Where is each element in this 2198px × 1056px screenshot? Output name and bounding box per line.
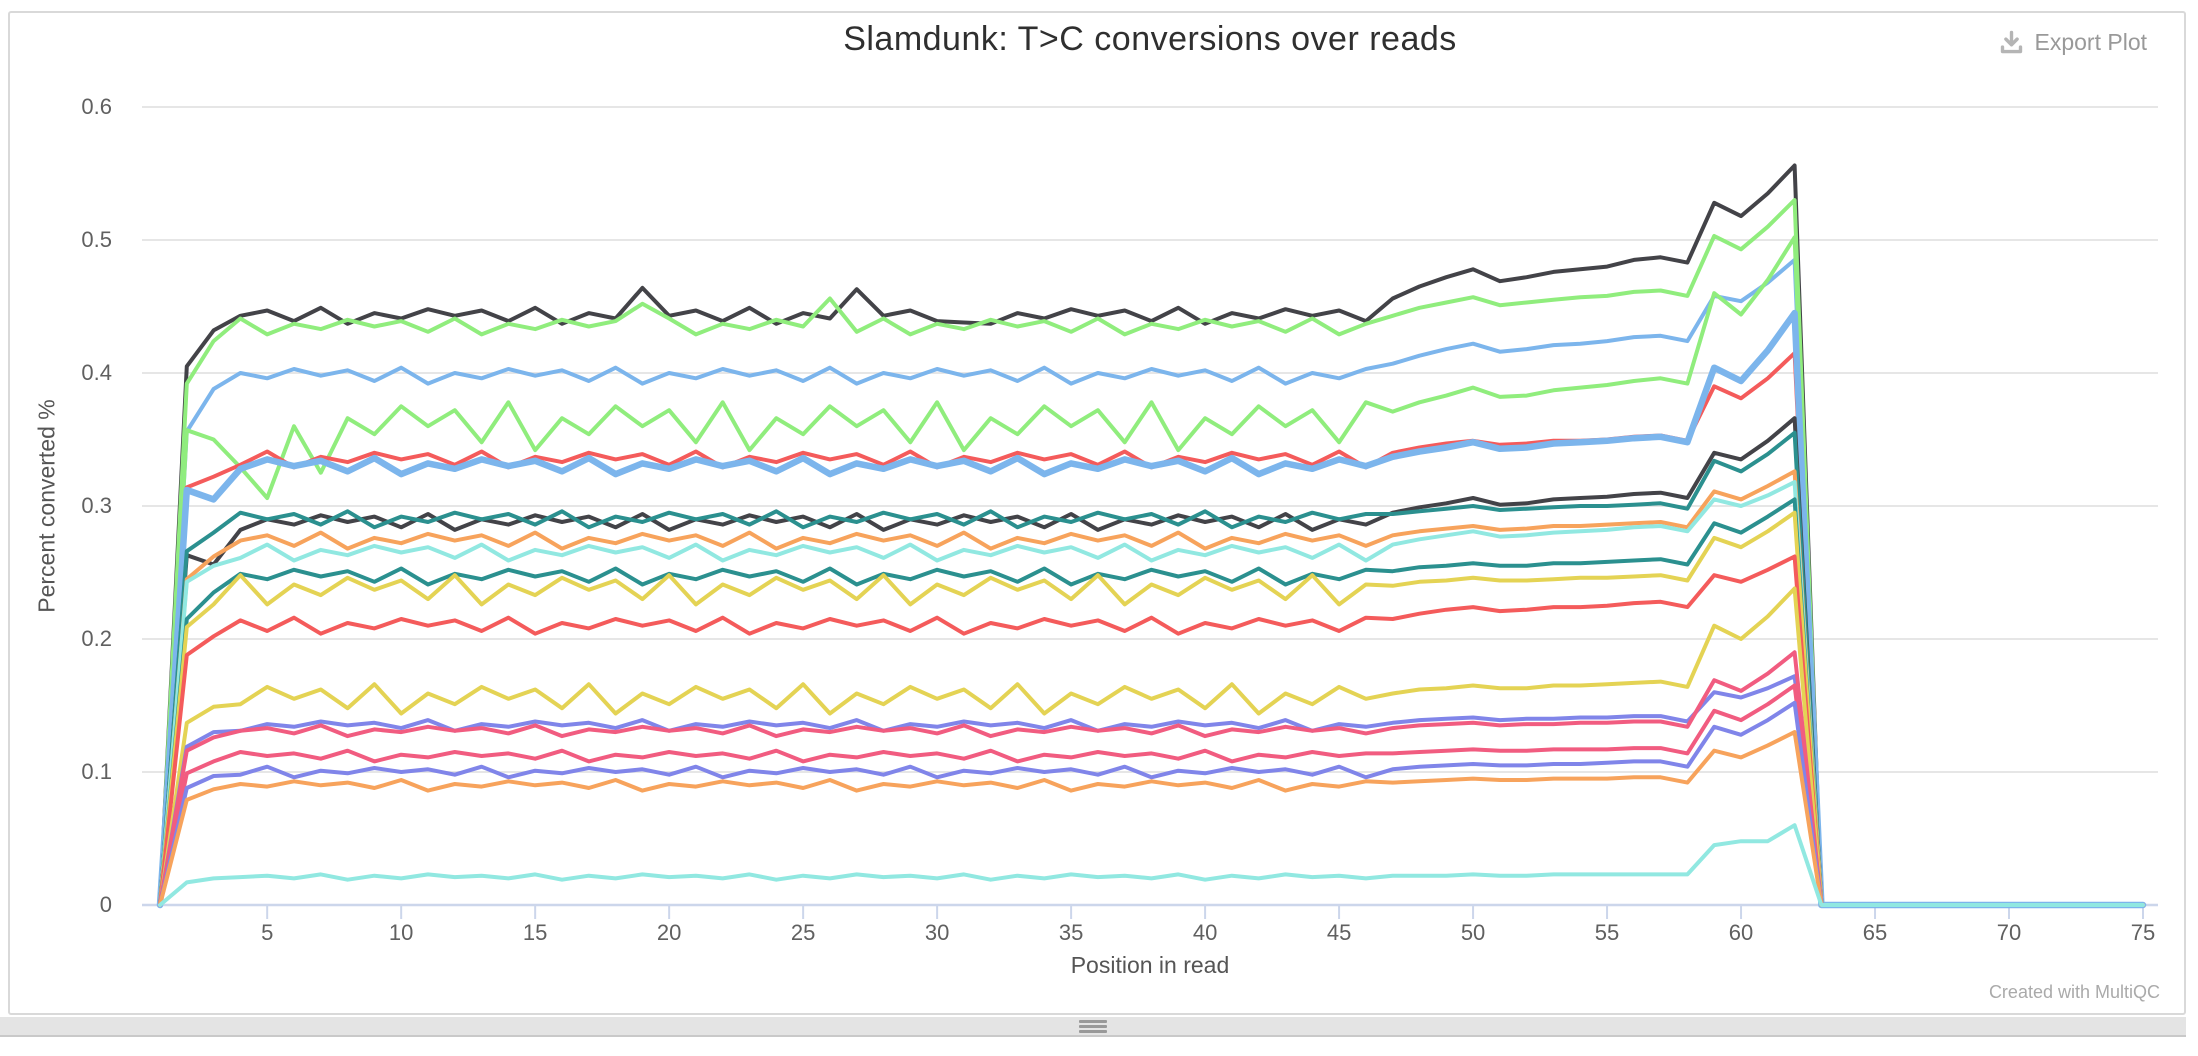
y-tick-label: 0.5 — [81, 227, 112, 252]
series-line-series-14[interactable] — [158, 586, 2145, 907]
x-tick-label: 30 — [924, 920, 950, 945]
x-tick-label: 60 — [1728, 920, 1754, 945]
x-tick-label: 40 — [1192, 920, 1218, 945]
series-line-series-15[interactable] — [158, 674, 2145, 907]
plot-resize-bar — [0, 1017, 2186, 1037]
series-line-series-20[interactable] — [158, 823, 2145, 907]
series-line-series-02[interactable] — [158, 198, 2145, 907]
series-line-series-05[interactable] — [158, 351, 2145, 907]
y-tick-label: 0.3 — [81, 493, 112, 518]
page-title: Slamdunk: T>C conversions over reads — [843, 20, 1457, 58]
x-tick-label: 65 — [1862, 920, 1888, 945]
x-tick-label: 50 — [1460, 920, 1486, 945]
series-line-series-09[interactable] — [158, 469, 2145, 907]
series-line-series-08[interactable] — [158, 430, 2145, 907]
y-tick-label: 0.6 — [81, 94, 112, 119]
x-tick-label: 55 — [1594, 920, 1620, 945]
x-tick-label: 10 — [388, 920, 414, 945]
download-icon — [1998, 29, 2025, 56]
series-line-series-03[interactable] — [158, 257, 2145, 907]
x-tick-label: 45 — [1326, 920, 1352, 945]
x-tick-label: 75 — [2130, 920, 2156, 945]
resize-handle-icon[interactable] — [1079, 1020, 1107, 1033]
x-tick-label: 70 — [1996, 920, 2022, 945]
series-line-series-17[interactable] — [158, 683, 2145, 907]
export-plot-label: Export Plot — [2034, 29, 2148, 55]
x-tick-label: 5 — [261, 920, 274, 945]
y-tick-label: 0 — [99, 892, 112, 917]
series-line-series-07[interactable] — [158, 416, 2145, 907]
x-tick-label: 20 — [656, 920, 682, 945]
x-tick-label: 35 — [1058, 920, 1084, 945]
y-tick-label: 0.2 — [81, 626, 112, 651]
series-line-series-19[interactable] — [158, 730, 2145, 907]
y-axis-title: Percent converted % — [33, 399, 60, 613]
y-tick-label: 0.1 — [81, 759, 112, 784]
series-line-series-01[interactable] — [158, 163, 2145, 907]
multiqc-credit: Created with MultiQC — [1988, 982, 2160, 1002]
export-plot-button[interactable]: Export Plot — [1992, 28, 2154, 57]
x-axis-title: Position in read — [1070, 952, 1230, 978]
x-tick-label: 25 — [790, 920, 816, 945]
x-tick-label: 15 — [522, 920, 548, 945]
y-tick-label: 0.4 — [81, 360, 112, 385]
